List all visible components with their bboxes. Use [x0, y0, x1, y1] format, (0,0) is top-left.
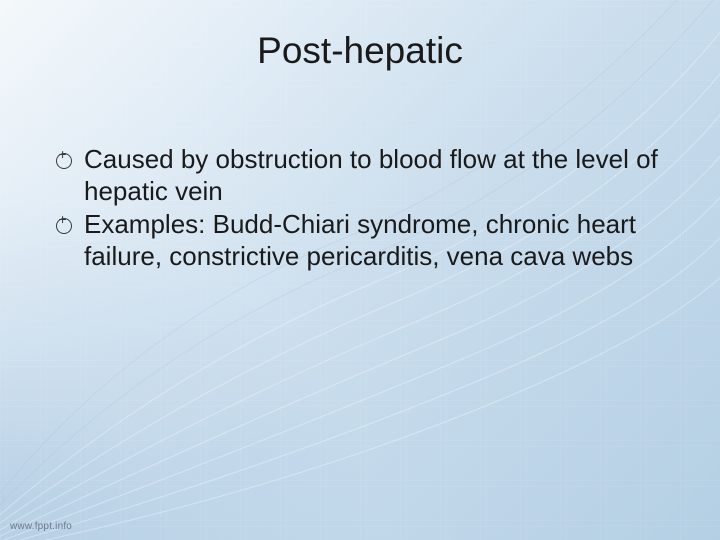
bullet-item: Caused by obstruction to blood flow at t… — [50, 144, 670, 207]
footer-url: www.fppt.info — [10, 521, 72, 532]
slide-content: Post-hepatic Caused by obstruction to bl… — [0, 0, 720, 540]
slide-title: Post-hepatic — [50, 30, 670, 72]
bullet-item: Examples: Budd-Chiari syndrome, chronic … — [50, 209, 670, 272]
bullet-list: Caused by obstruction to blood flow at t… — [50, 144, 670, 273]
